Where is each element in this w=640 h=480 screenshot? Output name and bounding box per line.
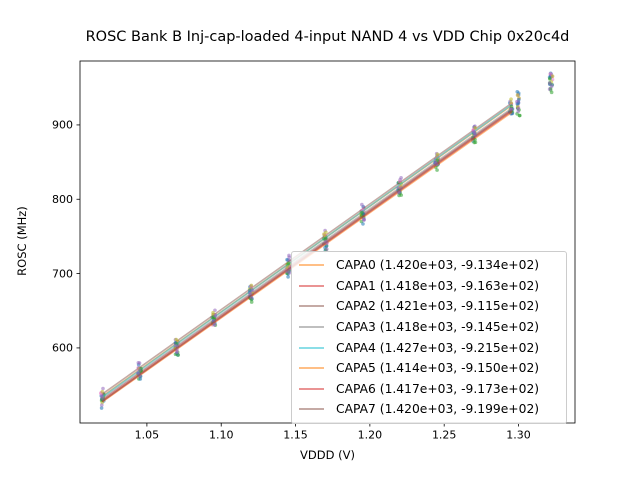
legend-label: CAPA2 (1.421e+03, -9.115e+02) — [336, 299, 540, 314]
scatter-point — [248, 288, 252, 293]
scatter-point — [435, 152, 440, 157]
scatter-point — [99, 403, 104, 407]
legend-label: CAPA5 (1.414e+03, -9.150e+02) — [336, 361, 540, 376]
scatter-point — [324, 230, 328, 235]
scatter-point — [173, 343, 178, 348]
scatter-point — [509, 97, 513, 102]
legend-label: CAPA3 (1.418e+03, -9.145e+02) — [336, 320, 540, 335]
scatter-point — [548, 72, 552, 76]
scatter-point — [99, 406, 104, 410]
scatter-point — [136, 371, 140, 375]
scatter-point — [286, 261, 291, 266]
legend-line-swatch — [299, 284, 324, 287]
fit-line-CAPA2 — [101, 102, 513, 395]
y-tick-label: 600 — [52, 342, 73, 355]
legend-item-CAPA5: CAPA5 (1.414e+03, -9.150e+02) — [292, 358, 566, 379]
x-tick-label: 1.05 — [135, 429, 160, 442]
x-tick-label: 1.10 — [209, 429, 234, 442]
fit-line-CAPA4 — [101, 103, 513, 398]
scatter-point — [101, 386, 105, 391]
scatter-point — [212, 323, 217, 327]
scatter-point — [249, 295, 254, 300]
scatter-point — [547, 87, 552, 91]
legend-line-swatch — [299, 367, 324, 370]
scatter-point — [287, 255, 292, 260]
legend-line-swatch — [299, 387, 324, 390]
y-axis-label: ROSC (MHz) — [15, 206, 29, 276]
scatter-point — [509, 107, 514, 111]
scatter-point — [550, 74, 555, 79]
legend-label: CAPA0 (1.420e+03, -9.134e+02) — [336, 258, 540, 273]
legend-line-swatch — [299, 408, 324, 411]
legend-item-CAPA0: CAPA0 (1.420e+03, -9.134e+02) — [292, 255, 566, 276]
scatter-point — [361, 222, 365, 226]
scatter-point — [100, 389, 105, 394]
scatter-point — [547, 77, 552, 81]
y-tick-label: 700 — [52, 267, 73, 280]
scatter-point — [516, 106, 520, 111]
legend-label: CAPA4 (1.427e+03, -9.215e+02) — [336, 340, 540, 355]
legend-item-CAPA2: CAPA2 (1.421e+03, -9.115e+02) — [292, 296, 566, 317]
legend-line-swatch — [299, 326, 324, 329]
legend-item-CAPA6: CAPA6 (1.417e+03, -9.173e+02) — [292, 379, 566, 400]
scatter-point — [399, 175, 403, 180]
series-scatter-CAPA7 — [99, 81, 554, 407]
scatter-point — [324, 236, 328, 241]
scatter-point — [516, 109, 521, 114]
scatter-point — [549, 90, 554, 95]
scatter-point — [473, 126, 477, 130]
scatter-point — [472, 130, 477, 135]
scatter-point — [518, 113, 522, 118]
scatter-point — [399, 193, 404, 197]
scatter-point — [138, 377, 143, 381]
scatter-point — [137, 368, 142, 372]
x-tick-label: 1.15 — [283, 429, 308, 442]
x-tick-label: 1.20 — [358, 429, 383, 442]
x-axis-label: VDDD (V) — [300, 448, 355, 462]
legend-line-swatch — [299, 264, 324, 267]
series-scatter-CAPA6 — [100, 77, 554, 402]
scatter-point — [473, 140, 478, 145]
scatter-point — [515, 93, 520, 97]
scatter-point — [360, 210, 364, 215]
scatter-point — [362, 217, 366, 221]
scatter-point — [509, 101, 514, 105]
scatter-point — [249, 300, 254, 304]
scatter-point — [175, 350, 179, 355]
scatter-point — [137, 361, 142, 365]
scatter-point — [547, 81, 552, 85]
legend-item-CAPA4: CAPA4 (1.427e+03, -9.215e+02) — [292, 337, 566, 358]
legend-label: CAPA1 (1.418e+03, -9.163e+02) — [336, 278, 540, 293]
legend: CAPA0 (1.420e+03, -9.134e+02) CAPA1 (1.41… — [291, 251, 567, 424]
scatter-point — [286, 275, 290, 279]
y-tick-label: 900 — [52, 119, 73, 132]
legend-label: CAPA7 (1.420e+03, -9.199e+02) — [336, 402, 540, 417]
legend-item-CAPA1: CAPA1 (1.418e+03, -9.163e+02) — [292, 276, 566, 297]
scatter-point — [213, 314, 217, 318]
legend-item-CAPA7: CAPA7 (1.420e+03, -9.199e+02) — [292, 399, 566, 420]
legend-item-CAPA3: CAPA3 (1.418e+03, -9.145e+02) — [292, 317, 566, 338]
scatter-point — [515, 99, 519, 104]
scatter-point — [435, 168, 439, 172]
x-tick-label: 1.30 — [506, 429, 531, 442]
scatter-point — [360, 202, 364, 207]
scatter-point — [250, 288, 255, 293]
scatter-point — [325, 247, 329, 251]
scatter-point — [549, 84, 554, 89]
legend-line-swatch — [299, 305, 324, 308]
scatter-point — [213, 308, 217, 313]
chart-title: ROSC Bank B Inj-cap-loaded 4-input NAND … — [85, 29, 570, 45]
scatter-point — [211, 310, 215, 315]
legend-line-swatch — [299, 346, 324, 349]
y-tick-label: 800 — [52, 193, 73, 206]
legend-label: CAPA6 (1.417e+03, -9.173e+02) — [336, 381, 540, 396]
scatter-point — [249, 283, 254, 288]
x-tick-label: 1.25 — [432, 429, 457, 442]
scatter-point — [248, 291, 253, 296]
